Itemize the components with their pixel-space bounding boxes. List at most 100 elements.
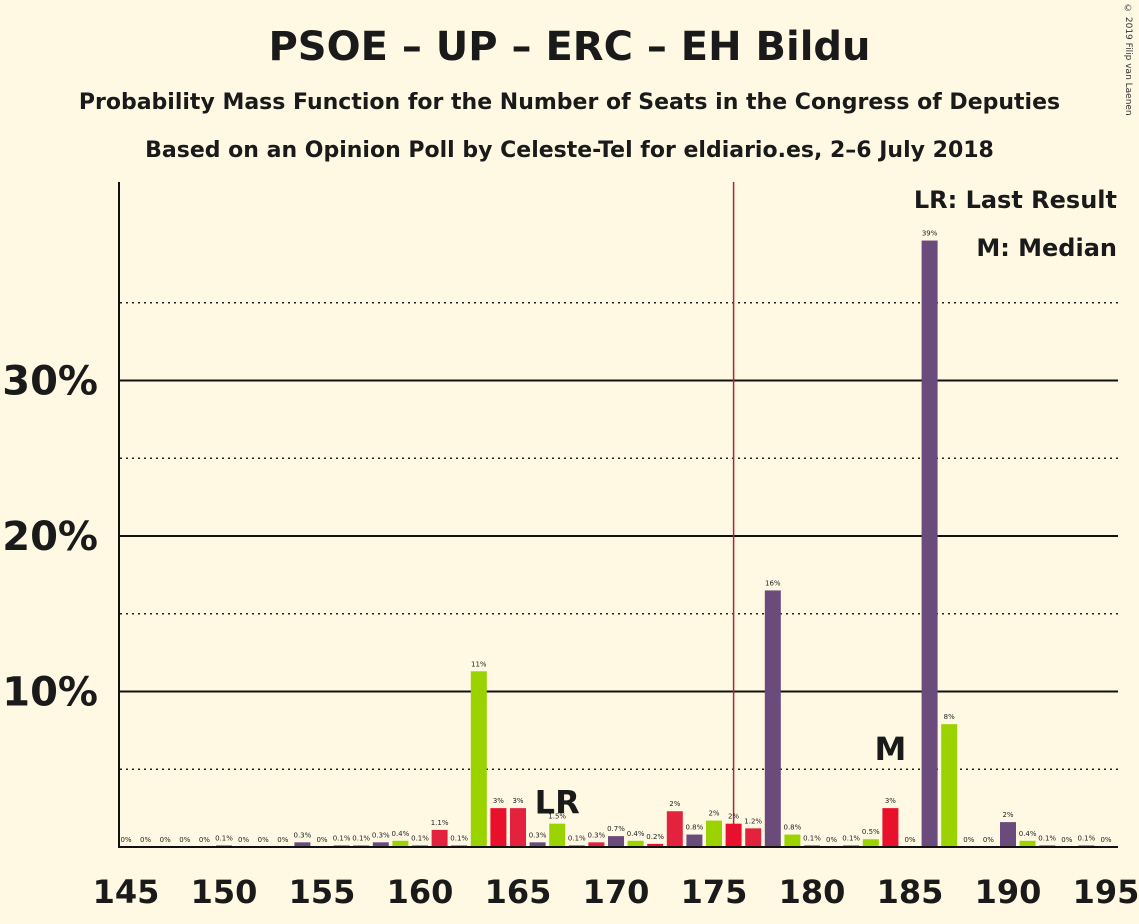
- bar-value-label: 0.4%: [1019, 830, 1037, 838]
- bar-seat-186: [921, 240, 938, 848]
- x-tick-label: 185: [877, 873, 944, 911]
- bar-value-label: 2%: [1002, 811, 1013, 819]
- bar-value-label: 0%: [1100, 836, 1111, 844]
- bar-value-label: 0.1%: [803, 834, 821, 842]
- bar-value-label: 0.5%: [862, 828, 880, 836]
- x-tick-label: 180: [779, 873, 846, 911]
- bar-seat-169: [588, 842, 605, 847]
- bar-value-label: 0.8%: [686, 824, 704, 832]
- bar-seat-166: [529, 842, 546, 847]
- bar-value-label: 2%: [728, 813, 739, 821]
- bar-value-label: 3%: [512, 797, 523, 805]
- bar-value-label: 0%: [258, 836, 269, 844]
- x-tick-label: 155: [289, 873, 356, 911]
- bar-value-label: 0.3%: [588, 831, 606, 839]
- bar-seat-175: [706, 820, 722, 847]
- bar-seat-163: [470, 671, 487, 847]
- bar-seat-170: [608, 836, 624, 847]
- x-tick-label: 165: [485, 873, 552, 911]
- bar-value-label: 2%: [669, 800, 680, 808]
- bar-value-label: 0.7%: [607, 825, 625, 833]
- bar-seat-173: [666, 811, 683, 847]
- bar-seat-159: [392, 840, 409, 847]
- bar-value-label: 0.1%: [568, 834, 586, 842]
- x-tick-label: 170: [583, 873, 650, 911]
- bar-seat-158: [372, 842, 389, 847]
- y-tick-label: 30%: [2, 359, 98, 405]
- x-tick-label: 175: [681, 873, 748, 911]
- bar-value-label: 11%: [471, 660, 487, 668]
- bar-value-label: 0%: [120, 836, 131, 844]
- bar-value-label: 0.3%: [294, 831, 312, 839]
- bar-seat-179: [784, 834, 801, 847]
- legend-last-result: LR: Last Result: [913, 186, 1117, 214]
- chart-subtitle: Probability Mass Function for the Number…: [78, 90, 1061, 115]
- bar-value-label: 0.4%: [392, 830, 410, 838]
- bar-seat-171: [627, 840, 644, 847]
- bar-value-label: 0.1%: [215, 834, 233, 842]
- x-tick-label: 160: [387, 873, 454, 911]
- bar-value-label: 0.1%: [333, 834, 351, 842]
- bar-seat-190: [1000, 822, 1016, 847]
- bar-value-label: 39%: [922, 230, 938, 238]
- bar-value-label: 0.2%: [646, 833, 664, 841]
- bar-value-label: 0.8%: [784, 824, 802, 832]
- bar-value-label: 0.3%: [372, 831, 390, 839]
- x-tick-label: 145: [93, 873, 160, 911]
- chart-source: Based on an Opinion Poll by Celeste-Tel …: [145, 138, 994, 163]
- bar-seat-177: [745, 828, 762, 847]
- bar-seat-161: [431, 829, 448, 847]
- median-marker: M: [874, 730, 906, 768]
- bar-value-label: 0%: [826, 836, 837, 844]
- bar-value-label: 0%: [140, 836, 151, 844]
- bar-value-label: 0.1%: [411, 834, 429, 842]
- bar-value-label: 0.4%: [627, 830, 645, 838]
- bar-value-label: 0%: [199, 836, 210, 844]
- bar-value-label: 1.2%: [744, 817, 762, 825]
- bar-seat-187: [941, 724, 958, 847]
- bar-value-label: 8%: [944, 713, 955, 721]
- bar-value-label: 0%: [277, 836, 288, 844]
- legend-median: M: Median: [976, 234, 1117, 262]
- x-tick-label: 190: [975, 873, 1042, 911]
- y-tick-label: 10%: [2, 670, 98, 716]
- bar-seat-184: [882, 808, 899, 847]
- last-result-marker: LR: [535, 784, 580, 822]
- bar-value-label: 16%: [765, 579, 781, 587]
- bar-seat-164: [490, 808, 507, 847]
- x-tick-label: 195: [1073, 873, 1139, 911]
- bar-value-label: 0%: [238, 836, 249, 844]
- bar-value-label: 1.5%: [548, 813, 566, 821]
- bar-seat-167: [549, 823, 566, 847]
- bar-value-label: 0%: [160, 836, 171, 844]
- copyright-notice: © 2019 Filip van Laenen: [1123, 4, 1133, 116]
- bar-value-label: 0.3%: [529, 831, 547, 839]
- bar-value-label: 0.1%: [842, 834, 860, 842]
- bar-value-label: 0.1%: [352, 834, 370, 842]
- bar-value-label: 0.1%: [1038, 834, 1056, 842]
- x-tick-label: 150: [191, 873, 258, 911]
- y-tick-label: 20%: [2, 514, 98, 560]
- bar-seat-183: [862, 839, 879, 847]
- bar-value-label: 3%: [885, 797, 896, 805]
- bar-seat-165: [510, 808, 526, 847]
- bar-seat-178: [764, 590, 781, 847]
- bar-value-label: 2%: [708, 810, 719, 818]
- bar-value-label: 0.1%: [450, 834, 468, 842]
- bar-seat-191: [1019, 840, 1036, 847]
- bar-value-label: 0.1%: [1078, 834, 1096, 842]
- bar-value-label: 0%: [179, 836, 190, 844]
- bar-seat-174: [686, 834, 703, 847]
- bar-value-label: 0%: [904, 836, 915, 844]
- bar-value-label: 0%: [1061, 836, 1072, 844]
- chart-title: PSOE – UP – ERC – EH Bildu: [268, 24, 871, 70]
- bar-value-label: 0%: [316, 836, 327, 844]
- bar-value-label: 0%: [983, 836, 994, 844]
- bar-value-label: 0%: [963, 836, 974, 844]
- bar-seat-172: [647, 843, 664, 847]
- bar-seat-176: [725, 823, 742, 847]
- bar-value-label: 3%: [493, 797, 504, 805]
- bar-seat-154: [294, 842, 311, 847]
- bar-value-label: 1.1%: [431, 819, 449, 827]
